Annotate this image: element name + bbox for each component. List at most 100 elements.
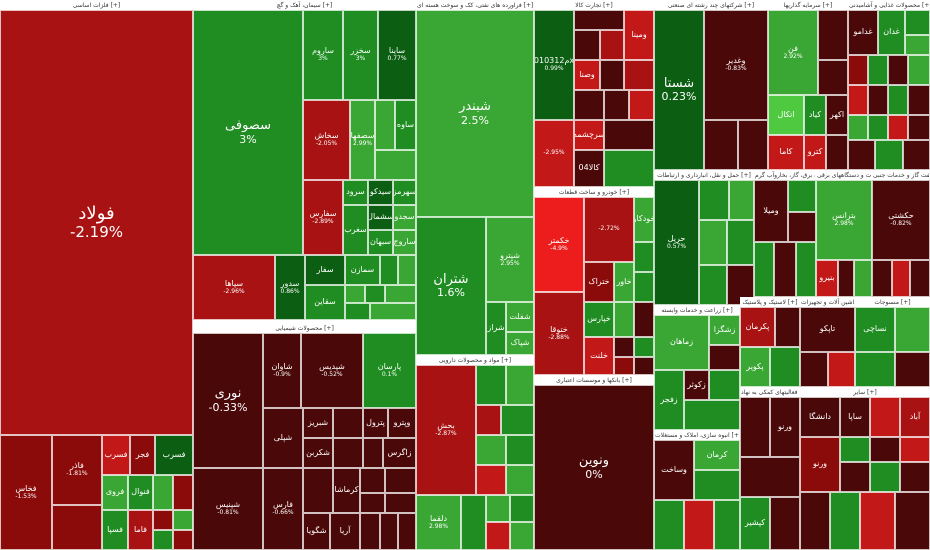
- stock-tile[interactable]: شپترو 2.95%: [486, 217, 534, 302]
- stock-tile[interactable]: کترو: [804, 135, 826, 170]
- stock-tile[interactable]: آباد: [900, 397, 930, 437]
- stock-tile[interactable]: فخاس -1.53%: [0, 435, 52, 550]
- stock-tile[interactable]: ومینا: [624, 10, 654, 60]
- stock-tile[interactable]: [684, 400, 740, 430]
- stock-tile[interactable]: پارسان 0.1%: [363, 333, 416, 408]
- stock-tile[interactable]: [345, 285, 365, 303]
- stock-tile[interactable]: 01م0312x 0.99%: [534, 10, 574, 120]
- stock-tile[interactable]: [604, 120, 654, 150]
- stock-tile[interactable]: [838, 260, 854, 297]
- stock-tile[interactable]: شفلت: [506, 302, 534, 332]
- stock-tile[interactable]: کرماشا: [333, 468, 360, 513]
- stock-tile[interactable]: سجدو: [393, 205, 416, 230]
- stock-tile[interactable]: [385, 285, 416, 303]
- stock-tile[interactable]: ورنو: [770, 397, 800, 457]
- stock-tile[interactable]: پترول: [363, 408, 388, 438]
- stock-tile[interactable]: [153, 510, 173, 530]
- stock-tile[interactable]: شکربن: [303, 438, 333, 468]
- stock-tile[interactable]: فاما: [128, 510, 153, 550]
- stock-tile[interactable]: [848, 85, 868, 115]
- stock-tile[interactable]: [574, 10, 624, 30]
- stock-tile[interactable]: [830, 492, 860, 550]
- stock-tile[interactable]: سخاش -2.05%: [303, 100, 350, 180]
- stock-tile[interactable]: پکرمان: [740, 307, 775, 347]
- stock-tile[interactable]: اتکال: [768, 95, 804, 135]
- stock-tile[interactable]: سفار: [305, 255, 345, 285]
- stock-tile[interactable]: فجر: [130, 435, 155, 475]
- stock-tile[interactable]: [895, 492, 930, 550]
- stock-tile[interactable]: شپدیس -0.52%: [301, 333, 363, 408]
- stock-tile[interactable]: فولاد -2.19%: [0, 10, 193, 435]
- stock-tile[interactable]: خودکار: [634, 197, 654, 242]
- stock-tile[interactable]: [506, 435, 534, 465]
- stock-tile[interactable]: حریل 0.57%: [654, 180, 699, 305]
- stock-tile[interactable]: زماهان: [654, 315, 709, 370]
- stock-tile[interactable]: کپشیر: [740, 497, 770, 550]
- stock-tile[interactable]: [848, 55, 868, 85]
- stock-tile[interactable]: [908, 85, 930, 115]
- stock-tile[interactable]: [754, 242, 774, 297]
- stock-tile[interactable]: سمازن: [345, 255, 380, 285]
- stock-tile[interactable]: ختوقا -2.88%: [534, 292, 584, 375]
- stock-tile[interactable]: فسرب: [155, 435, 193, 475]
- stock-tile[interactable]: [365, 285, 385, 303]
- stock-tile[interactable]: [788, 180, 816, 212]
- stock-tile[interactable]: [888, 55, 908, 85]
- stock-tile[interactable]: [910, 260, 930, 297]
- stock-tile[interactable]: [574, 30, 600, 60]
- stock-tile[interactable]: [360, 513, 380, 550]
- stock-tile[interactable]: [600, 30, 624, 60]
- stock-tile[interactable]: ساروج: [393, 230, 416, 255]
- stock-tile[interactable]: [574, 90, 604, 120]
- stock-tile[interactable]: وغدیر -0.83%: [704, 10, 768, 120]
- stock-tile[interactable]: [694, 470, 740, 500]
- stock-tile[interactable]: فنوال: [128, 475, 153, 510]
- stock-tile[interactable]: [629, 90, 654, 120]
- stock-tile[interactable]: شگویا: [303, 513, 330, 550]
- stock-tile[interactable]: [770, 347, 800, 387]
- stock-tile[interactable]: [476, 365, 506, 405]
- stock-tile[interactable]: [709, 345, 740, 370]
- stock-tile[interactable]: [855, 352, 895, 387]
- stock-tile[interactable]: [461, 495, 486, 550]
- stock-tile[interactable]: [800, 492, 830, 550]
- stock-tile[interactable]: وصنا: [574, 60, 600, 90]
- stock-tile[interactable]: زفجر: [654, 370, 684, 430]
- stock-tile[interactable]: [828, 352, 855, 387]
- stock-tile[interactable]: [870, 462, 900, 492]
- stock-tile[interactable]: [614, 357, 634, 375]
- stock-tile[interactable]: کیاد: [804, 95, 826, 135]
- stock-tile[interactable]: [52, 505, 102, 550]
- stock-tile[interactable]: [345, 303, 370, 320]
- stock-tile[interactable]: سیدکو: [368, 180, 393, 205]
- stock-tile[interactable]: فسرب: [102, 435, 130, 475]
- stock-tile[interactable]: [624, 60, 654, 90]
- stock-tile[interactable]: کرمان: [694, 440, 740, 470]
- stock-tile[interactable]: دانشگا: [800, 397, 840, 437]
- stock-tile[interactable]: شراز: [486, 302, 506, 355]
- stock-tile[interactable]: حکشتی -0.82%: [872, 180, 930, 260]
- stock-tile[interactable]: [333, 438, 363, 468]
- stock-tile[interactable]: شبریز: [303, 408, 333, 438]
- stock-tile[interactable]: سرچشمه: [574, 120, 604, 150]
- stock-tile[interactable]: [501, 405, 534, 435]
- stock-tile[interactable]: ونوین 0%: [534, 385, 654, 550]
- stock-tile[interactable]: [704, 120, 738, 170]
- stock-tile[interactable]: [634, 357, 654, 375]
- stock-tile[interactable]: [385, 468, 416, 493]
- stock-tile[interactable]: [905, 10, 930, 35]
- stock-tile[interactable]: [818, 10, 848, 60]
- stock-tile[interactable]: [729, 180, 754, 220]
- stock-tile[interactable]: ورنو: [800, 437, 840, 492]
- stock-tile[interactable]: سشمال: [368, 205, 393, 230]
- stock-tile[interactable]: [476, 465, 506, 495]
- stock-tile[interactable]: [510, 522, 534, 550]
- stock-tile[interactable]: [380, 255, 398, 285]
- stock-tile[interactable]: سفارس -2.89%: [303, 180, 343, 255]
- stock-tile[interactable]: دلقما 2.98%: [416, 495, 461, 550]
- stock-tile[interactable]: [398, 255, 416, 285]
- stock-tile[interactable]: ساروم 3%: [303, 10, 343, 100]
- stock-tile[interactable]: [604, 150, 654, 187]
- stock-tile[interactable]: [788, 212, 816, 242]
- stock-tile[interactable]: زکوثر: [684, 370, 709, 400]
